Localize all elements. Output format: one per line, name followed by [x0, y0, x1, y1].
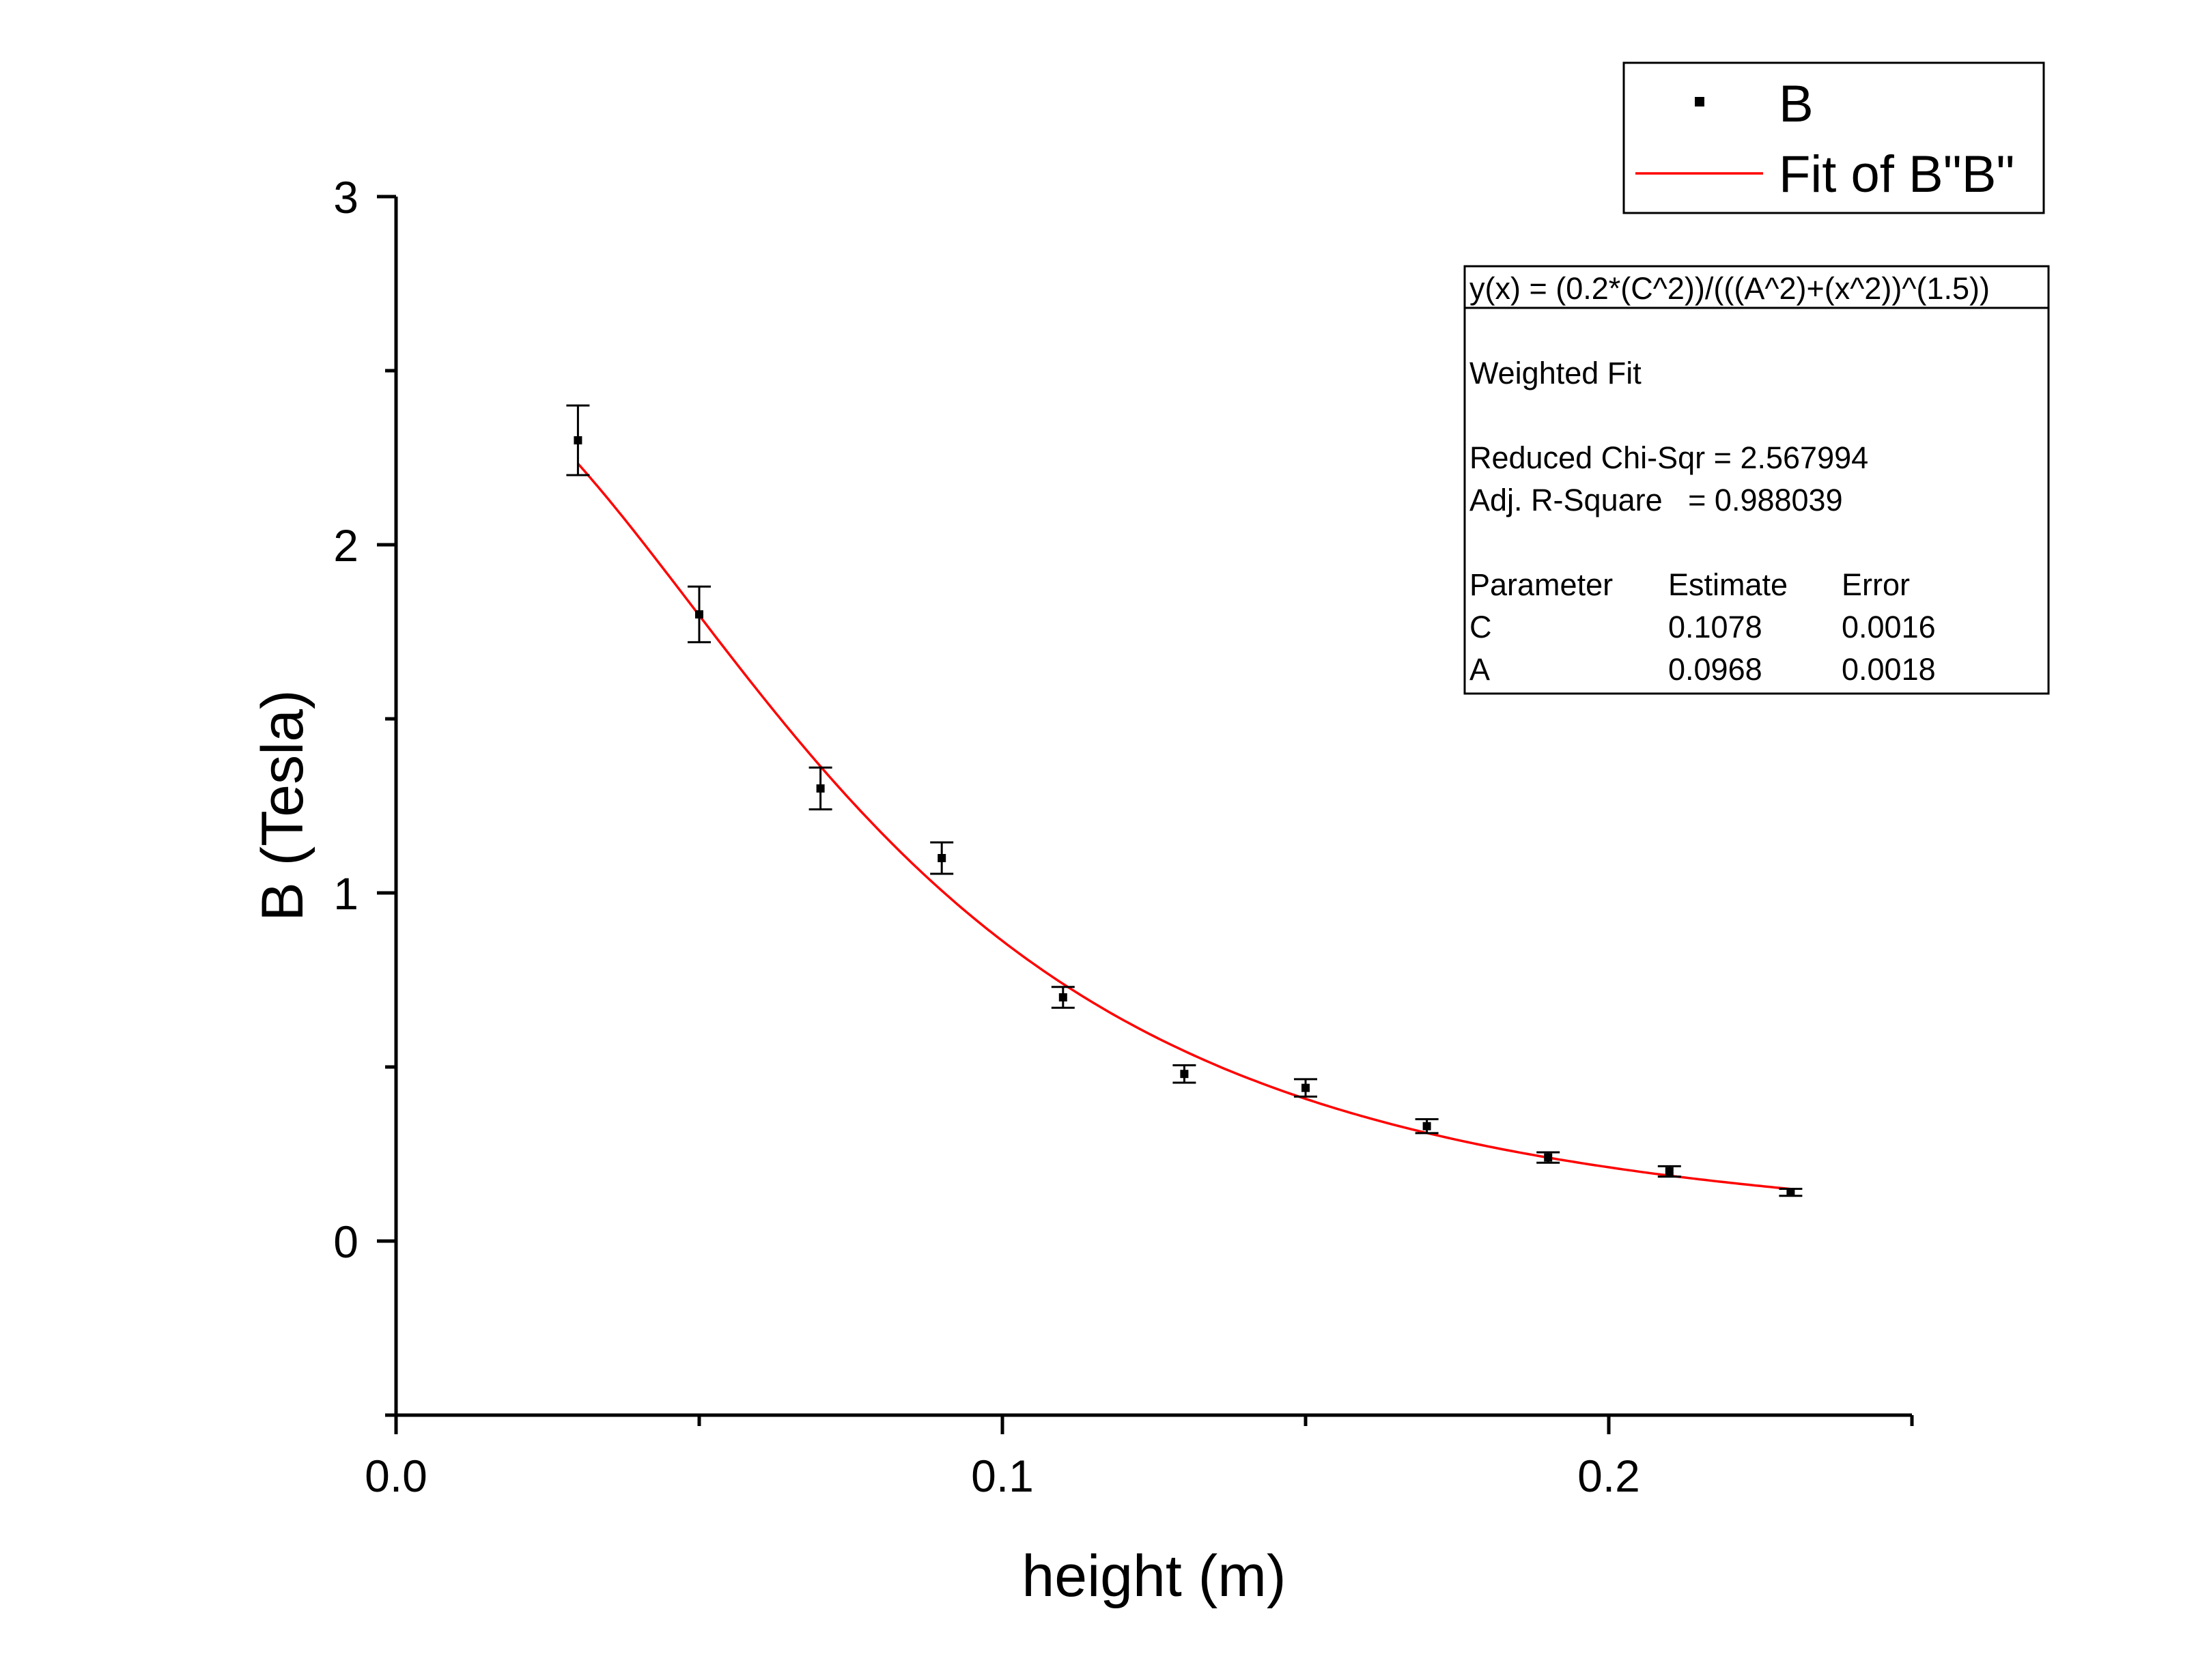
x-axis-title: height (m): [1022, 1543, 1286, 1609]
y-tick-label: 0: [333, 1216, 358, 1267]
data-point: [1657, 1165, 1681, 1178]
legend-box: [1622, 61, 2045, 214]
y-tick-label: 3: [333, 172, 358, 223]
legend-marker-b: [1695, 97, 1704, 106]
x-tick-label: 0.0: [365, 1451, 427, 1501]
table-header-estimate: Estimate: [1668, 567, 1788, 602]
data-point: [1051, 986, 1075, 1009]
point-marker: [1544, 1153, 1553, 1162]
point-marker: [1786, 1188, 1795, 1197]
point-marker: [1058, 993, 1067, 1001]
table-header-error: Error: [1842, 567, 1910, 602]
data-point: [1779, 1188, 1803, 1197]
fit-method: Weighted Fit: [1469, 356, 1642, 390]
point-marker: [938, 854, 946, 862]
data-points: [566, 404, 1803, 1197]
y-tick-label: 2: [333, 520, 358, 571]
data-point: [1294, 1078, 1317, 1098]
data-point: [1172, 1064, 1196, 1084]
data-point: [1536, 1151, 1560, 1164]
point-marker: [1422, 1122, 1431, 1130]
reduced-chi-sqr: Reduced Chi-Sqr = 2.567994: [1469, 440, 1868, 475]
data-point: [930, 841, 954, 875]
data-point: [566, 404, 590, 476]
x-axis-ticks: 0.0 0.1 0.2: [365, 1415, 1914, 1501]
y-axis-ticks: 0 1 2 3: [333, 172, 396, 1417]
fit-report-box: y(x) = (0.2*(C^2))/(((A^2)+(x^2))^(1.5))…: [1463, 265, 2050, 695]
table-cell-param-c: C: [1469, 610, 1492, 644]
y-tick-label: 1: [333, 868, 358, 919]
data-point: [808, 766, 832, 811]
point-marker: [1301, 1083, 1310, 1092]
point-marker: [816, 784, 825, 793]
legend-label-b: B: [1779, 75, 1814, 133]
point-marker: [695, 610, 703, 618]
table-cell-param-a: A: [1469, 652, 1490, 687]
point-marker: [1180, 1070, 1189, 1079]
y-axis-title: B (Tesla): [250, 689, 315, 921]
adj-r-square: Adj. R-Square = 0.988039: [1469, 483, 1843, 517]
fit-report-border: [1463, 265, 2050, 695]
fit-curve-line: [577, 462, 1791, 1191]
point-marker: [574, 436, 582, 444]
table-cell-error-a: 0.0018: [1842, 652, 1936, 687]
table-cell-estimate-c: 0.1078: [1668, 610, 1762, 644]
data-point: [688, 585, 711, 644]
table-cell-estimate-a: 0.0968: [1668, 652, 1762, 687]
fit-equation: y(x) = (0.2*(C^2))/(((A^2)+(x^2))^(1.5)): [1469, 271, 1990, 306]
point-marker: [1665, 1167, 1674, 1176]
legend: B Fit of B"B": [1622, 61, 2045, 214]
table-cell-error-c: 0.0016: [1842, 610, 1936, 644]
table-header-parameter: Parameter: [1469, 567, 1613, 602]
x-tick-label: 0.2: [1577, 1451, 1640, 1501]
legend-label-fit: Fit of B"B": [1779, 145, 2014, 203]
x-tick-label: 0.1: [971, 1451, 1034, 1501]
data-point: [1415, 1118, 1439, 1135]
